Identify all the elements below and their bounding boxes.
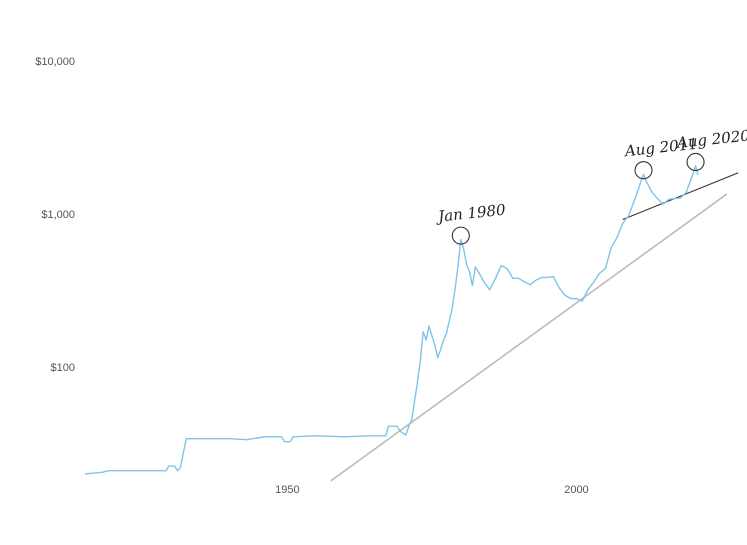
y-tick-label: $1,000	[41, 209, 75, 221]
annotation-label: Aug 2020	[674, 126, 747, 152]
annotation-label: Jan 1980	[434, 201, 507, 226]
annotation-circle	[634, 161, 653, 180]
trendlines	[330, 172, 739, 482]
y-tick-label: $100	[51, 362, 75, 374]
annotation-circle	[686, 152, 705, 172]
trendline	[622, 172, 739, 221]
x-tick-label: 2000	[564, 484, 588, 496]
y-axis-ticks: $100 $1,000 $10,000	[35, 56, 75, 374]
trendline	[330, 193, 728, 482]
series-lines	[84, 165, 699, 475]
annotation-circle	[451, 226, 470, 245]
x-tick-label: 1950	[275, 484, 299, 496]
x-axis-ticks: 1950 2000	[275, 484, 589, 496]
series-line	[84, 165, 699, 475]
y-tick-label: $10,000	[35, 56, 75, 68]
